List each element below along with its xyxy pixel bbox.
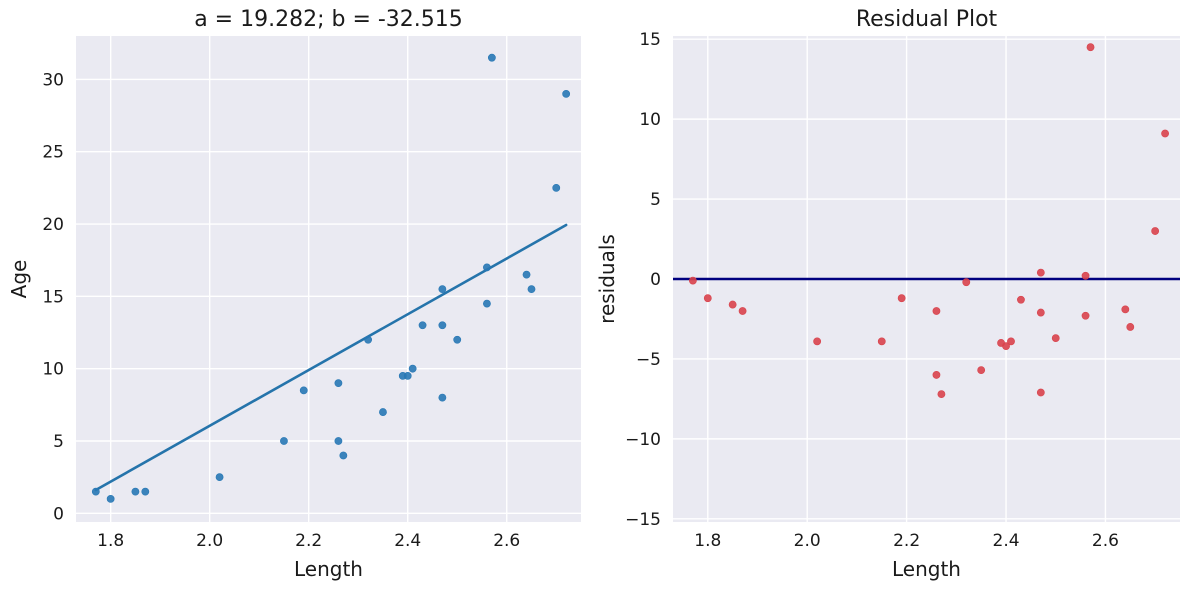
regression-data-point	[552, 183, 561, 192]
regression-data-point	[527, 285, 536, 294]
residual-data-point	[703, 294, 712, 303]
regression-x-axis-label: Length	[294, 557, 363, 581]
regression-data-point	[408, 364, 417, 373]
residual-data-point	[1121, 305, 1130, 314]
regression-data-point	[453, 335, 462, 344]
regression-data-point	[299, 386, 308, 395]
regression-y-tick-label: 30	[42, 70, 64, 90]
regression-marks	[91, 53, 571, 503]
regression-data-point	[562, 89, 571, 98]
residual-x-tick-label: 2.4	[993, 531, 1020, 551]
regression-x-tick-label: 2.6	[493, 531, 520, 551]
regression-title: a = 19.282; b = -32.515	[194, 7, 463, 32]
regression-data-point	[334, 379, 343, 388]
regression-data-point	[379, 408, 387, 416]
residual-y-tick-label: 10	[639, 110, 661, 130]
regression-y-tick-label: 25	[42, 143, 64, 163]
regression-data-point	[131, 487, 140, 496]
residual-data-point	[932, 307, 941, 315]
residual-data-point	[728, 300, 737, 309]
residual-x-tick-label: 1.8	[694, 531, 721, 551]
residual-y-tick-label: −5	[636, 350, 661, 370]
residual-data-point	[1036, 388, 1045, 397]
residual-data-point	[877, 337, 886, 346]
residual-data-point	[1081, 271, 1090, 280]
residual-data-point	[1051, 334, 1060, 343]
residual-data-point	[738, 307, 747, 315]
residual-data-point	[813, 337, 822, 346]
regression-y-tick-label: 15	[42, 287, 64, 307]
residual-panel: 1.8 2.0 2.2 2.4 2.6 15 10 5 0 −5 −10 −15 Residual P…	[595, 7, 1180, 581]
residual-x-tick-label: 2.2	[893, 531, 920, 551]
residual-data-point	[1017, 295, 1025, 304]
regression-data-point	[280, 437, 288, 445]
regression-y-tick-label: 0	[53, 504, 64, 524]
residual-data-point	[1036, 268, 1045, 277]
regression-plot-area	[76, 36, 581, 522]
regression-data-point	[334, 437, 343, 445]
regression-data-point	[487, 53, 496, 62]
residual-data-point	[962, 278, 971, 287]
residual-y-axis-label: residuals	[595, 234, 619, 324]
regression-data-point	[438, 285, 447, 294]
residual-data-point	[1126, 323, 1135, 331]
regression-data-point	[438, 393, 447, 402]
regression-data-point	[339, 451, 348, 460]
regression-data-point	[522, 270, 531, 279]
residual-tick-labels: 1.8 2.0 2.2 2.4 2.6 15 10 5 0 −5 −10 −15	[625, 30, 1119, 551]
residual-data-point	[1002, 342, 1010, 351]
residual-marks	[673, 43, 1180, 399]
residual-y-tick-label: 0	[650, 270, 661, 290]
regression-grid	[76, 36, 581, 522]
regression-x-tick-label: 2.0	[196, 531, 223, 551]
residual-data-point	[688, 276, 697, 285]
residual-data-point	[1151, 227, 1160, 235]
residual-y-tick-label: 15	[639, 30, 661, 50]
residual-title: Residual Plot	[856, 7, 998, 32]
residual-data-point	[1036, 308, 1045, 317]
residual-x-tick-label: 2.0	[794, 531, 821, 551]
residual-x-tick-label: 2.6	[1092, 531, 1119, 551]
residual-data-point	[897, 294, 906, 303]
residual-data-point	[1086, 43, 1095, 52]
regression-data-point	[141, 487, 150, 496]
regression-data-point	[483, 263, 491, 272]
regression-data-point	[91, 487, 100, 496]
residual-y-tick-label: −15	[625, 510, 661, 530]
regression-panel: 1.8 2.0 2.2 2.4 2.6 0 5 10 15 20 25 30 a = 19.282; …	[7, 7, 581, 581]
residual-data-point	[937, 390, 946, 399]
regression-tick-labels: 1.8 2.0 2.2 2.4 2.6 0 5 10 15 20 25 30	[42, 70, 520, 551]
regression-x-tick-label: 2.4	[394, 531, 421, 551]
regression-data-point	[106, 494, 115, 503]
regression-x-tick-label: 2.2	[295, 531, 322, 551]
regression-x-tick-label: 1.8	[97, 531, 124, 551]
regression-y-tick-label: 5	[53, 432, 64, 452]
residual-data-point	[1007, 337, 1015, 346]
residual-data-point	[977, 366, 986, 375]
residual-data-point	[932, 371, 941, 379]
residual-y-tick-label: −10	[625, 430, 661, 450]
residual-data-point	[1161, 129, 1169, 138]
residual-x-axis-label: Length	[892, 557, 961, 581]
regression-y-axis-label: Age	[7, 260, 31, 299]
regression-data-point	[403, 372, 412, 380]
regression-data-point	[418, 321, 427, 330]
regression-data-point	[483, 299, 491, 308]
regression-data-point	[438, 321, 447, 330]
regression-y-tick-label: 10	[42, 360, 64, 380]
regression-data-point	[364, 335, 373, 344]
residual-y-tick-label: 5	[650, 190, 661, 210]
regression-y-tick-label: 20	[42, 215, 64, 235]
residual-data-point	[1081, 311, 1090, 320]
regression-data-point	[215, 473, 224, 482]
